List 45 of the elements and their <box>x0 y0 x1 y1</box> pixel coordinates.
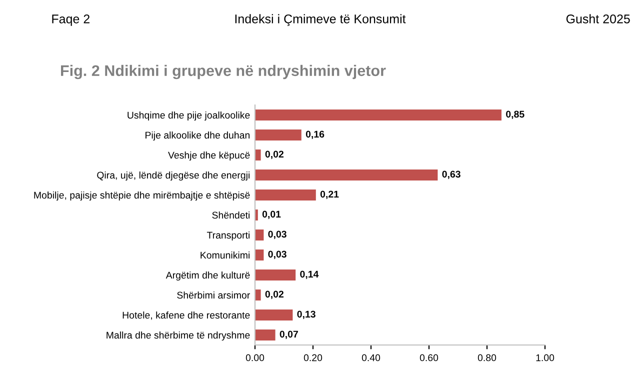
data-label: 0,14 <box>300 270 319 280</box>
data-label: 0,03 <box>268 230 286 240</box>
y-tick-label: Qira, ujë, lëndë djegëse dhe energji <box>97 171 250 181</box>
bar <box>255 270 296 280</box>
data-label: 0,03 <box>268 250 286 260</box>
text: Indeksi i Çmimeve të Konsumit <box>235 14 406 26</box>
x-tick-label: 1.00 <box>536 354 554 362</box>
bar <box>255 230 264 240</box>
y-tick-label: Shëndeti <box>212 211 250 219</box>
y-tick-label: Hotele, kafene dhe restorante <box>122 311 250 320</box>
bar <box>255 330 276 340</box>
bar <box>255 290 261 300</box>
x-tick-label: 0.20 <box>304 354 322 362</box>
data-label: 0,02 <box>265 150 284 160</box>
data-label: 0,07 <box>280 330 298 340</box>
y-tick-label: Shërbimi arsimor <box>177 291 250 299</box>
x-tick-label: 0.40 <box>362 354 380 362</box>
y-tick-label: Transporti <box>206 231 250 241</box>
bar <box>255 110 502 120</box>
y-tick-label: Mobilje, pajisje shtëpie dhe mirëmbajtje e shtëpisë <box>34 191 250 201</box>
bar <box>255 190 316 200</box>
x-tick-label: 0.00 <box>246 354 264 362</box>
data-label: 0,63 <box>442 170 460 180</box>
data-label: 0,13 <box>297 310 316 320</box>
data-label: 0,01 <box>262 210 281 220</box>
x-tick-label: 0.60 <box>420 354 438 362</box>
data-label: 0,85 <box>506 110 524 120</box>
data-label: 0,02 <box>265 290 284 300</box>
bar <box>255 150 261 160</box>
y-tick-label: Pije alkoolike dhe duhan <box>146 131 250 141</box>
y-tick-label: Ushqime dhe pije joalkoolike <box>128 111 250 121</box>
bar <box>255 250 264 260</box>
text: Faqe 2 <box>52 14 90 26</box>
bar <box>255 130 302 140</box>
x-tick-label: 0.80 <box>478 354 496 362</box>
chart-title: Fig. 2 Ndikimi i grupeve në ndryshimin vjetor <box>61 64 386 80</box>
y-tick-label: Komunikimi <box>200 251 250 259</box>
y-tick-label: Argëtim dhe kulturë <box>166 271 250 281</box>
y-tick-label: Mallra dhe shërbime të ndryshme <box>106 331 250 341</box>
data-label: 0,21 <box>320 190 339 200</box>
text: Gusht 2025 <box>566 14 630 24</box>
data-label: 0,16 <box>306 130 324 140</box>
y-tick-label: Veshje dhe këpucë <box>168 151 250 161</box>
bar <box>255 170 438 180</box>
bar <box>255 310 293 320</box>
